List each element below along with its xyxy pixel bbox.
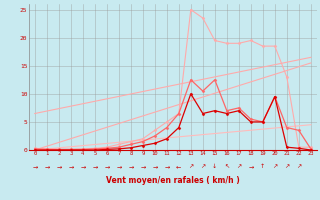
X-axis label: Vent moyen/en rafales ( km/h ): Vent moyen/en rafales ( km/h ) xyxy=(106,176,240,185)
